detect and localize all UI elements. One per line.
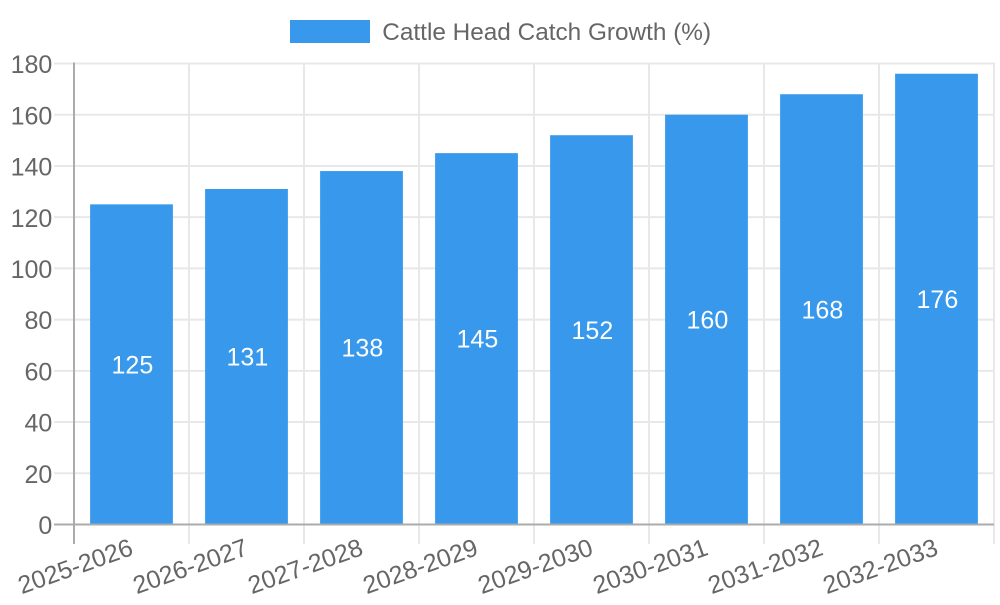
svg-text:60: 60 bbox=[24, 358, 52, 386]
svg-text:80: 80 bbox=[24, 307, 52, 335]
svg-text:176: 176 bbox=[917, 286, 959, 314]
svg-text:0: 0 bbox=[38, 512, 52, 540]
svg-text:180: 180 bbox=[11, 51, 53, 79]
svg-text:140: 140 bbox=[11, 154, 53, 182]
svg-text:160: 160 bbox=[11, 102, 53, 130]
svg-text:100: 100 bbox=[11, 256, 53, 284]
svg-text:168: 168 bbox=[802, 296, 844, 324]
svg-text:138: 138 bbox=[342, 335, 384, 363]
svg-text:152: 152 bbox=[572, 317, 614, 345]
svg-text:20: 20 bbox=[24, 461, 52, 489]
svg-text:Cattle Head Catch Growth (%): Cattle Head Catch Growth (%) bbox=[382, 19, 711, 46]
svg-text:125: 125 bbox=[112, 351, 154, 379]
svg-text:120: 120 bbox=[11, 205, 53, 233]
svg-text:160: 160 bbox=[687, 307, 729, 335]
svg-text:131: 131 bbox=[227, 344, 269, 372]
svg-text:40: 40 bbox=[24, 410, 52, 438]
svg-text:145: 145 bbox=[457, 326, 499, 354]
